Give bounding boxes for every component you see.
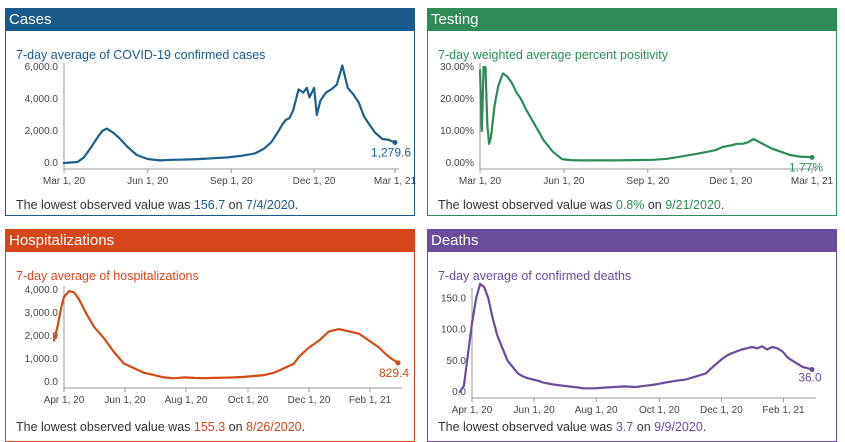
testing-x-tick-label: Mar 1, 20: [459, 176, 502, 187]
hospitalizations-y-tick-label: 0.0: [44, 377, 58, 388]
testing-y-tick-label: 10.00%: [440, 126, 474, 137]
hospitalizations-header: Hospitalizations: [5, 229, 415, 252]
hospitalizations-footer-suffix: .: [301, 420, 306, 434]
hospitalizations-x-tick-label: Aug 1, 20: [165, 395, 208, 406]
testing-body: 7-day weighted average percent positivit…: [427, 31, 837, 216]
hospitalizations-x-tick-label: Apr 1, 20: [44, 395, 85, 406]
deaths-end-label: 36.0: [798, 371, 822, 385]
deaths-body: 7-day average of confirmed deaths 150.0 1…: [427, 252, 837, 442]
testing-footer-suffix: .: [720, 198, 725, 212]
cases-footer-date: 7/4/2020: [246, 198, 295, 212]
testing-y-tick-label: 30.00%: [440, 62, 474, 73]
cases-footer-value: 156.7: [193, 198, 226, 212]
deaths-x-tick-label: Aug 1, 20: [575, 405, 618, 416]
testing-x-tick-label: Sep 1, 20: [626, 176, 669, 187]
hospitalizations-x-tick-label: Dec 1, 20: [288, 395, 331, 406]
hospitalizations-y-tick-label: 3,000.0: [25, 308, 59, 319]
hospitalizations-footer-prefix: The lowest observed value was: [16, 420, 194, 434]
cases-footer-mid: on: [225, 198, 247, 212]
deaths-x-tick-label: Apr 1, 20: [452, 405, 493, 416]
hospitalizations-end-point: [395, 360, 401, 366]
deaths-x-tick-label: Oct 1, 20: [639, 405, 680, 416]
cases-x-tick-label: Jun 1, 20: [127, 176, 169, 187]
deaths-x-tick-label: Jun 1, 20: [514, 405, 556, 416]
cases-title: Cases: [9, 11, 52, 28]
hospitalizations-y-tick-label: 4,000.0: [25, 285, 59, 296]
cases-y-tick-label: 4,000.0: [25, 94, 59, 105]
hospitalizations-footer-value: 155.3: [193, 420, 226, 434]
testing-end-point: [809, 154, 815, 160]
cases-body: 7-day average of COVID-19 confirmed case…: [5, 31, 417, 216]
cases-y-tick-label: 0.0: [44, 158, 58, 169]
cases-footer-prefix: The lowest observed value was: [16, 198, 194, 212]
hospitalizations-footer-mid: on: [225, 420, 247, 434]
deaths-x-tick-label: Feb 1, 21: [762, 405, 805, 416]
deaths-y-tick-label: 150.0: [441, 293, 466, 304]
deaths-subtitle: 7-day average of confirmed deaths: [438, 269, 632, 283]
deaths-title: Deaths: [431, 232, 479, 249]
cases-x-tick-label: Mar 1, 20: [43, 176, 86, 187]
testing-y-tick-label: 20.00%: [440, 94, 474, 105]
hospitalizations-end-label: 829.4: [379, 366, 409, 380]
testing-header: Testing: [427, 8, 837, 31]
testing-footer-value: 0.8%: [615, 198, 645, 212]
cases-series-line: [62, 64, 397, 165]
testing-y-tick-label: 0.00%: [446, 158, 474, 169]
hospitalizations-body: 7-day average of hospitalizations 4,000.…: [5, 252, 415, 442]
deaths-footer-prefix: The lowest observed value was: [438, 420, 616, 434]
testing-subtitle: 7-day weighted average percent positivit…: [438, 48, 668, 62]
deaths-y-tick-label: 50.0: [447, 356, 467, 367]
hospitalizations-chart: 4,000.0 3,000.0 2,000.0 1,000.0 0.0 Apr 1, 20…: [25, 285, 410, 406]
testing-x-tick-label: Mar 1, 21: [791, 176, 834, 187]
deaths-footer-mid: on: [633, 420, 655, 434]
deaths-footer-date: 9/9/2020: [654, 420, 703, 434]
hospitalizations-x-tick-label: Feb 1, 21: [349, 395, 392, 406]
testing-footer: The lowest observed value was 0.8% on 9/…: [438, 198, 724, 212]
deaths-x-tick-label: Dec 1, 20: [700, 405, 743, 416]
testing-x-tick-label: Dec 1, 20: [709, 176, 752, 187]
cases-x-tick-label: Mar 1, 21: [374, 176, 417, 187]
deaths-footer-suffix: .: [702, 420, 707, 434]
hospitalizations-footer-date: 8/26/2020: [246, 420, 302, 434]
deaths-end-point: [809, 367, 815, 372]
testing-footer-prefix: The lowest observed value was: [438, 198, 616, 212]
deaths-footer-value: 3.7: [615, 420, 634, 434]
testing-chart: 30.00% 20.00% 10.00% 0.00% Mar 1, 20 Jun 1, 2…: [440, 62, 834, 187]
cases-panel: Cases 7-day average of COVID-19 confirme…: [5, 8, 417, 216]
hospitalizations-title: Hospitalizations: [9, 232, 115, 249]
hospitalizations-footer: The lowest observed value was 155.3 on 8…: [16, 420, 305, 434]
cases-header: Cases: [5, 8, 415, 31]
cases-x-tick-label: Dec 1, 20: [293, 176, 336, 187]
cases-chart: 6,000.0 4,000.0 2,000.0 0.0 Mar 1, 20 Jun 1, …: [25, 62, 417, 187]
hospitalizations-y-tick-label: 2,000.0: [25, 331, 59, 342]
cases-x-tick-label: Sep 1, 20: [210, 176, 253, 187]
hospitalizations-x-tick-label: Oct 1, 20: [228, 395, 269, 406]
testing-end-label: 1.77%: [789, 160, 823, 174]
hospitalizations-series-line: [52, 290, 400, 380]
deaths-y-tick-label: 100.0: [441, 325, 466, 336]
cases-subtitle: 7-day average of COVID-19 confirmed case…: [16, 48, 266, 62]
deaths-header: Deaths: [427, 229, 837, 252]
testing-series-line: [478, 65, 814, 162]
cases-y-tick-label: 6,000.0: [25, 62, 59, 73]
hospitalizations-y-tick-label: 1,000.0: [25, 354, 59, 365]
testing-footer-mid: on: [644, 198, 666, 212]
cases-end-label: 1,279.6: [371, 146, 411, 160]
hospitalizations-panel: Hospitalizations 7-day average of hospit…: [5, 229, 415, 442]
cases-end-point: [392, 140, 398, 146]
testing-panel: Testing 7-day weighted average percent p…: [427, 8, 837, 216]
cases-footer: The lowest observed value was 156.7 on 7…: [16, 198, 298, 212]
testing-title: Testing: [431, 11, 479, 28]
cases-y-tick-label: 2,000.0: [25, 126, 59, 137]
cases-footer-suffix: .: [294, 198, 299, 212]
testing-footer-date: 9/21/2020: [665, 198, 721, 212]
testing-x-tick-label: Jun 1, 20: [543, 176, 585, 187]
hospitalizations-subtitle: 7-day average of hospitalizations: [16, 269, 199, 283]
hospitalizations-x-tick-label: Jun 1, 20: [104, 395, 146, 406]
deaths-footer: The lowest observed value was 3.7 on 9/9…: [438, 420, 706, 434]
deaths-series-line: [458, 282, 814, 394]
deaths-panel: Deaths 7-day average of confirmed deaths…: [427, 229, 837, 442]
